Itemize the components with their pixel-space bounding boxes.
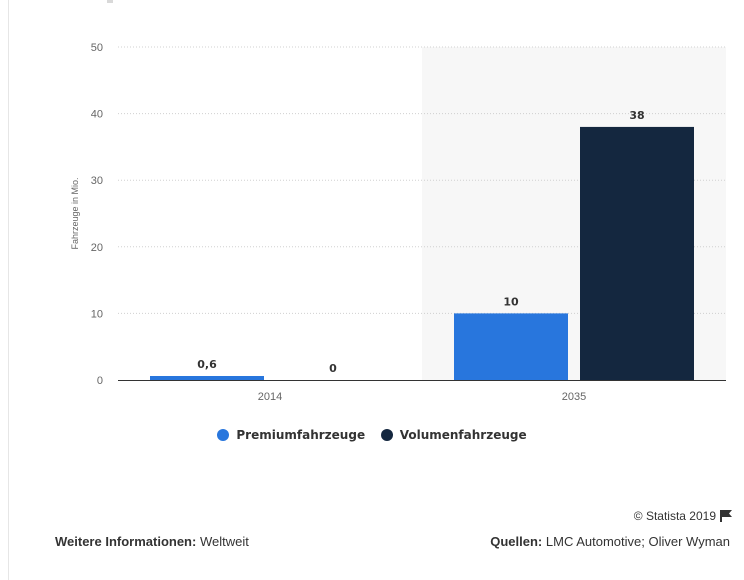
copyright-text: © Statista 2019 [633,509,716,523]
legend-label-volumen: Volumenfahrzeuge [399,428,527,442]
additional-info: Weitere Informationen: Weltweit [55,534,249,549]
legend-label-premium: Premiumfahrzeuge [236,428,366,442]
y-axis-title: Fahrzeuge in Mio. [70,177,80,249]
legend-dot-premium [217,429,230,441]
chart-legend: Premiumfahrzeuge Volumenfahrzeuge [0,428,744,444]
top-edge-mark [107,0,113,3]
info-label: Weitere Informationen: [55,534,197,549]
legend-dot-volumen [380,429,393,441]
copyright-notice[interactable]: © Statista 2019 [634,509,732,523]
y-tick-label: 50 [91,42,103,54]
sources-value-link[interactable]: LMC Automotive; Oliver Wyman [545,534,730,549]
page-left-border [8,0,9,580]
data-label: 0,6 [197,358,217,371]
bar-volumenfahrzeuge-2035 [580,126,694,380]
x-tick-label: 2014 [258,391,282,403]
legend-item-volumen[interactable]: Volumenfahrzeuge [380,428,527,442]
legend-item-premium[interactable]: Premiumfahrzeuge [217,428,365,442]
bar-premiumfahrzeuge-2035 [454,313,568,380]
data-label: 10 [503,295,519,308]
y-tick-label: 20 [91,242,103,254]
y-tick-label: 40 [91,109,103,121]
sources-label: Quellen: [490,534,543,549]
y-tick-label: 30 [91,175,103,187]
x-tick-label: 2035 [562,391,586,403]
y-tick-label: 10 [91,308,103,320]
info-value-link[interactable]: Weltweit [199,534,249,549]
flag-icon[interactable] [720,510,732,522]
y-tick-label: 0 [97,375,103,387]
data-label: 0 [329,362,337,375]
bar-premiumfahrzeuge-2014 [150,376,264,380]
bar-chart: 0 10 20 30 40 50 Fahrzeuge in Mio. 0,6 0 2014 10 38… [70,42,726,403]
sources: Quellen: LMC Automotive; Oliver Wyman [490,534,730,549]
data-label: 38 [629,109,644,122]
